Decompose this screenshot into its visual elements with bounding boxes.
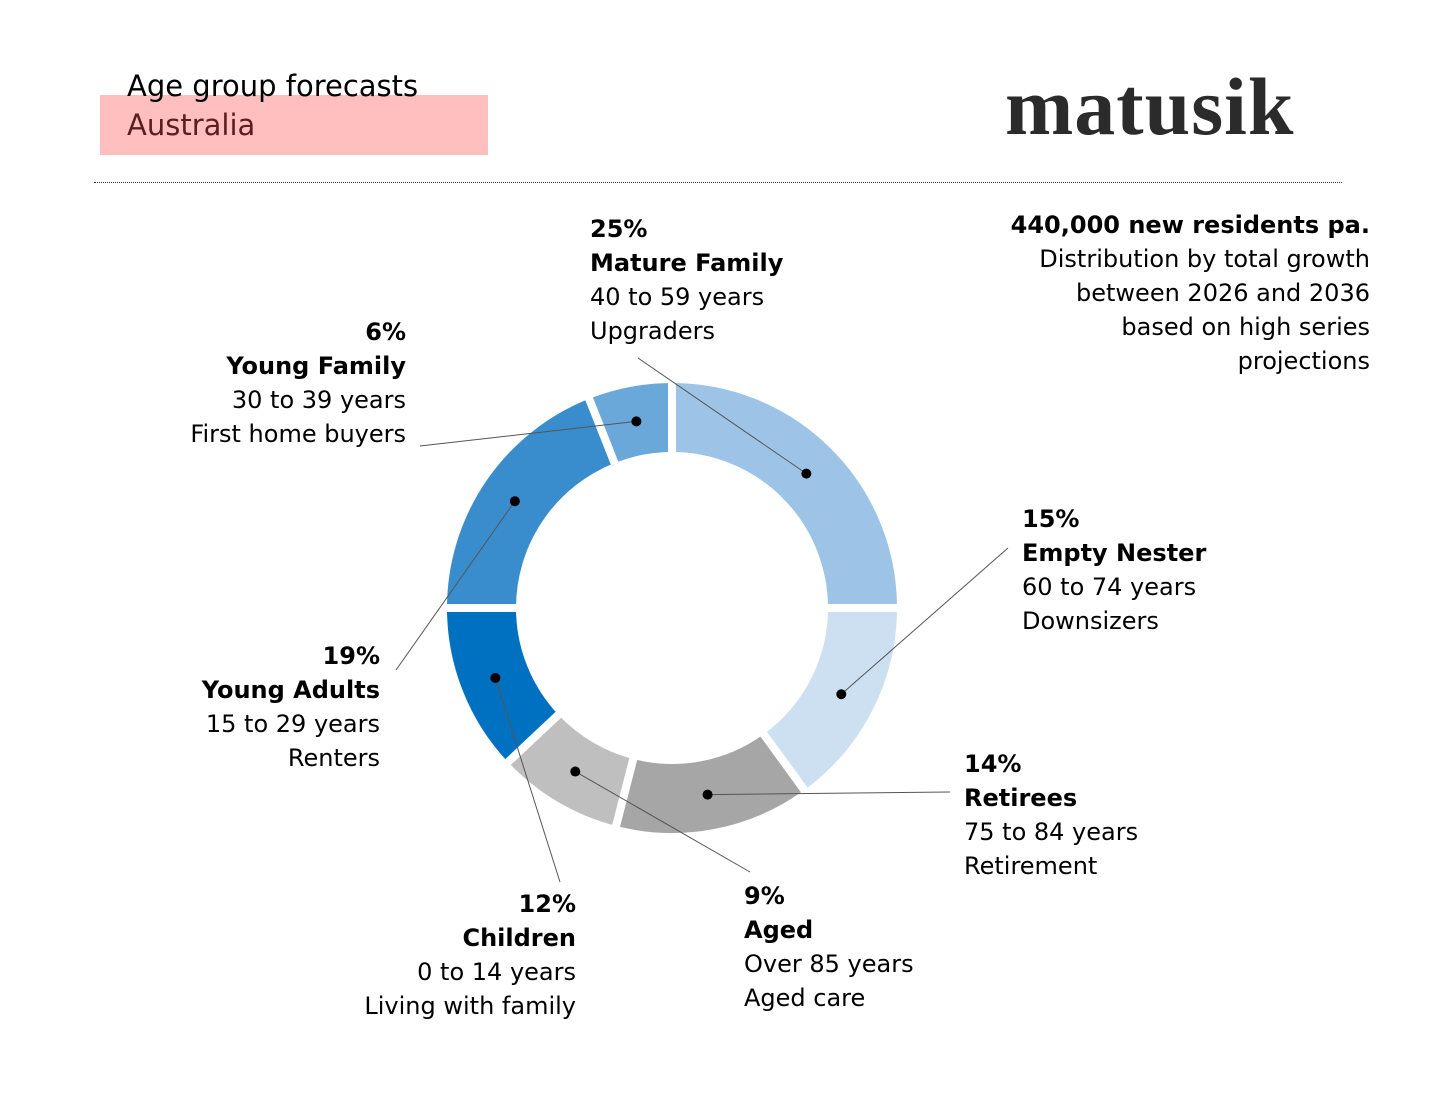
note-line: Distribution by total growth [1039, 245, 1370, 273]
leader-dot [509, 496, 520, 507]
leader-line [395, 500, 516, 671]
slice-label: 9% Aged Over 85 years Aged care [744, 879, 914, 1015]
slice-label: 12% Children 0 to 14 years Living with fami… [364, 887, 576, 1023]
slice-mature-family [668, 374, 906, 612]
note-line: based on high series [1121, 313, 1370, 341]
slice-percent: 19% [322, 642, 380, 670]
leader-dot [801, 468, 812, 479]
leader-dot [570, 766, 581, 777]
leader-line [707, 791, 951, 796]
slice-label: 6% Young Family 30 to 39 years First home b… [190, 315, 406, 451]
slice-percent: 14% [964, 750, 1022, 778]
slice-label: 14% Retirees 75 to 84 years Retirement [964, 747, 1138, 883]
chart-subtitle: Australia [127, 108, 256, 142]
slice-age-range: 30 to 39 years [231, 386, 406, 414]
slice-segment: First home buyers [190, 420, 406, 448]
slice-name: Retirees [964, 784, 1078, 812]
chart-title: Age group forecasts [127, 69, 419, 103]
title-highlight [100, 95, 488, 155]
slice-percent: 25% [590, 215, 648, 243]
slice-name: Children [462, 924, 576, 952]
slice-age-range: 75 to 84 years [964, 818, 1139, 846]
leader-line [637, 357, 807, 475]
leader-dot [490, 672, 501, 683]
slice-name: Young Adults [201, 676, 380, 704]
slice-name: Young Family [226, 352, 406, 380]
leader-line [575, 771, 751, 873]
brand-logo: matusik [1005, 61, 1295, 152]
slice-age-range: Over 85 years [744, 950, 914, 978]
leader-lines [395, 357, 1009, 883]
slice-young-family [582, 374, 676, 472]
note-line: between 2026 and 2036 [1076, 279, 1370, 307]
chart-note: 440,000 new residents pa. Distribution b… [960, 208, 1370, 378]
slice-name: Empty Nester [1022, 539, 1207, 567]
slice-segment: Aged care [744, 984, 866, 1012]
slice-age-range: 0 to 14 years [417, 958, 576, 986]
note-headline: 440,000 new residents pa. [1010, 211, 1370, 239]
slice-percent: 9% [744, 882, 785, 910]
leader-line [494, 677, 561, 883]
slice-segment: Retirement [964, 852, 1098, 880]
slice-age-range: 15 to 29 years [205, 710, 380, 738]
slice-name: Aged [744, 916, 814, 944]
slice-segment: Downsizers [1022, 607, 1159, 635]
slice-label: 25% Mature Family 40 to 59 years Upgraders [590, 212, 783, 348]
slice-segment: Living with family [364, 992, 576, 1020]
note-line: projections [1237, 347, 1370, 375]
donut-slices [438, 374, 906, 841]
leader-dot [836, 689, 847, 700]
leader-line [419, 420, 637, 447]
leader-line [840, 547, 1009, 695]
slice-label: 19% Young Adults 15 to 29 years Renters [202, 639, 380, 775]
slice-percent: 15% [1022, 505, 1080, 533]
slice-segment: Renters [287, 744, 380, 772]
slice-label: 15% Empty Nester 60 to 74 years Downsizers [1022, 502, 1206, 638]
leader-dot [631, 416, 642, 427]
slice-segment: Upgraders [590, 317, 715, 345]
header-divider [94, 182, 1342, 183]
slice-percent: 6% [365, 318, 406, 346]
slice-percent: 12% [518, 890, 576, 918]
slice-age-range: 60 to 74 years [1022, 573, 1197, 601]
slice-name: Mature Family [590, 249, 784, 277]
leader-dot [702, 789, 713, 800]
slice-age-range: 40 to 59 years [590, 283, 765, 311]
